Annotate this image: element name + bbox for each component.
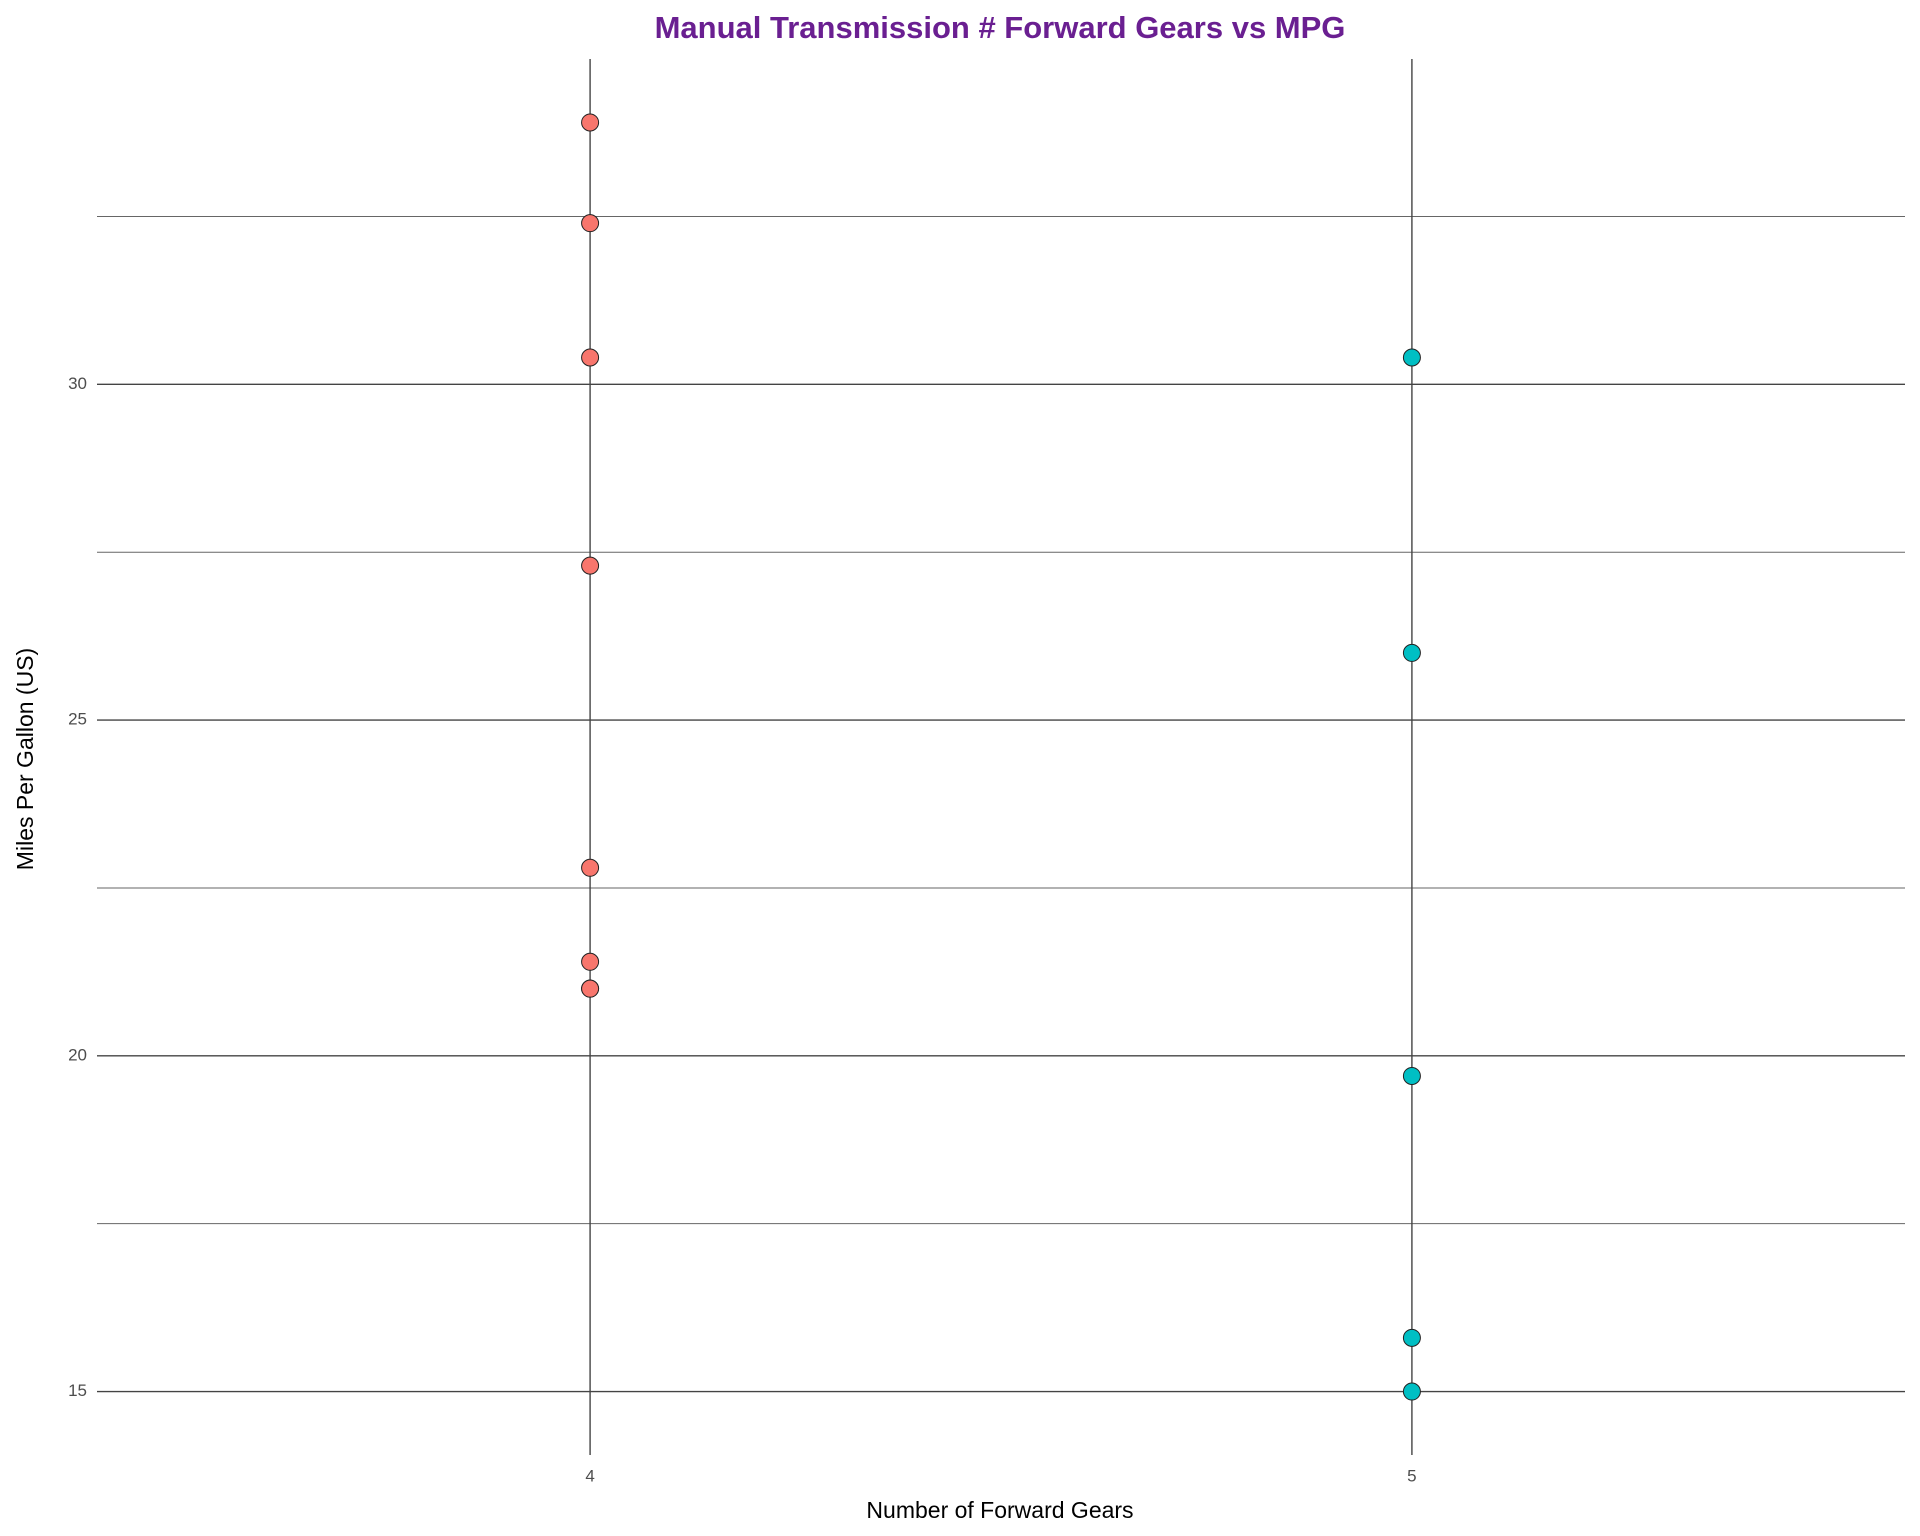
y-tick-label: 20 (68, 1045, 87, 1064)
y-tick-label: 25 (68, 710, 87, 729)
point (1402, 348, 1421, 367)
point (1402, 1382, 1421, 1401)
point (581, 113, 600, 132)
grid (97, 59, 1905, 1455)
point (1402, 643, 1421, 662)
x-axis-title: Number of Forward Gears (866, 1497, 1133, 1523)
point (1402, 1328, 1421, 1347)
y-axis-title: Miles Per Gallon (US) (12, 648, 38, 870)
x-tick-label: 4 (585, 1466, 594, 1485)
point (581, 556, 600, 575)
point (581, 348, 600, 367)
chart-title: Manual Transmission # Forward Gears vs M… (655, 10, 1346, 45)
y-tick-label: 30 (68, 374, 87, 393)
x-tick-label: 5 (1407, 1466, 1416, 1485)
point (581, 979, 600, 998)
marks (581, 113, 1421, 1401)
point (581, 952, 600, 971)
point (581, 858, 600, 877)
point (581, 214, 600, 233)
point (1402, 1066, 1421, 1085)
y-tick-label: 15 (68, 1381, 87, 1400)
